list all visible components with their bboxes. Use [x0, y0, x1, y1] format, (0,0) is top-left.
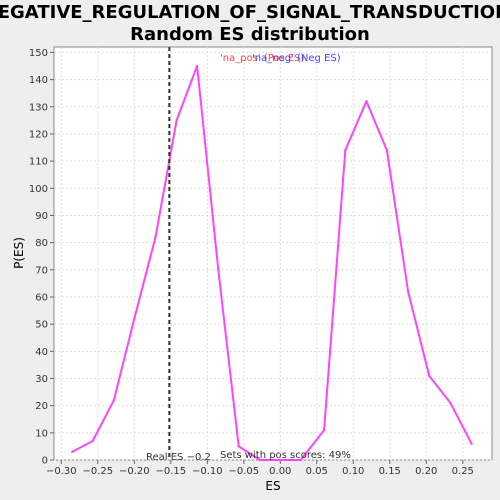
series-point — [237, 445, 240, 448]
axes: 0 10 20 30 40 50 60 70 80 90 100 110 120 130 140 150 −0.… — [29, 48, 474, 477]
x-tick-label: −0.10 — [192, 466, 223, 477]
x-tick-label: −0.15 — [155, 466, 186, 477]
series-point — [217, 268, 220, 272]
x-tick-label: −0.30 — [46, 466, 77, 477]
legend-pos-label: 'na_pos' (Pos ES) — [220, 53, 305, 64]
x-tick-label: 0.00 — [269, 466, 291, 477]
x-tick-label: 0.15 — [379, 466, 401, 477]
series-point — [299, 458, 302, 462]
x-tick-label: 0.20 — [415, 466, 437, 477]
y-tick-label: 40 — [35, 347, 48, 358]
y-tick-label: 140 — [29, 75, 48, 86]
series-point — [322, 428, 326, 432]
pos-score-note: Sets with pos scores: 49% — [220, 450, 351, 461]
y-tick-label: 30 — [35, 374, 48, 385]
y-tick-label: 20 — [35, 401, 48, 412]
series-point — [385, 149, 389, 152]
chart-title-line-1: NEGATIVE_REGULATION_OF_SIGNAL_TRANSDUCTI… — [0, 2, 500, 23]
chart-title-line-2: Random ES distribution — [130, 24, 370, 45]
legend-neg-label: 'na_neg' (Neg ES) — [252, 53, 341, 64]
series-point — [428, 374, 431, 377]
series-point — [258, 458, 262, 462]
y-tick-label: 120 — [29, 129, 48, 140]
x-tick-label: 0.10 — [342, 466, 364, 477]
series-point — [470, 442, 473, 445]
series-line — [71, 65, 473, 461]
y-tick-label: 90 — [35, 211, 48, 222]
y-tick-label: 80 — [35, 238, 48, 249]
series-point — [344, 149, 347, 152]
y-tick-label: 0 — [42, 456, 48, 467]
series-point — [154, 235, 157, 239]
real-es-label: Real ES −0.2 — [146, 452, 211, 463]
x-tick-label: −0.20 — [119, 466, 150, 477]
series-point — [71, 450, 74, 454]
series-point — [91, 439, 94, 443]
series-point — [195, 64, 199, 68]
series-point — [175, 119, 178, 122]
y-tick-label: 110 — [29, 157, 48, 168]
series-point — [112, 399, 116, 402]
x-tick-label: −0.05 — [228, 466, 259, 477]
y-tick-label: 10 — [35, 428, 48, 439]
y-tick-label: 60 — [35, 292, 48, 303]
series-point — [365, 100, 368, 103]
x-tick-label: −0.25 — [82, 466, 113, 477]
series-point — [133, 317, 136, 320]
y-axis-title: P(ES) — [12, 237, 26, 269]
x-tick-label: 0.25 — [452, 466, 474, 477]
series-point — [279, 458, 282, 462]
y-tick-label: 150 — [29, 48, 48, 59]
series-layer — [71, 64, 473, 462]
y-tick-label: 70 — [35, 265, 48, 276]
y-tick-label: 130 — [29, 102, 48, 113]
series-point — [406, 290, 410, 293]
y-tick-label: 50 — [35, 320, 48, 331]
y-tick-label: 100 — [29, 184, 48, 195]
x-axis-title: ES — [265, 479, 280, 493]
plot-area — [53, 46, 493, 461]
x-tick-label: 0.05 — [306, 466, 328, 477]
series-point — [449, 401, 452, 405]
